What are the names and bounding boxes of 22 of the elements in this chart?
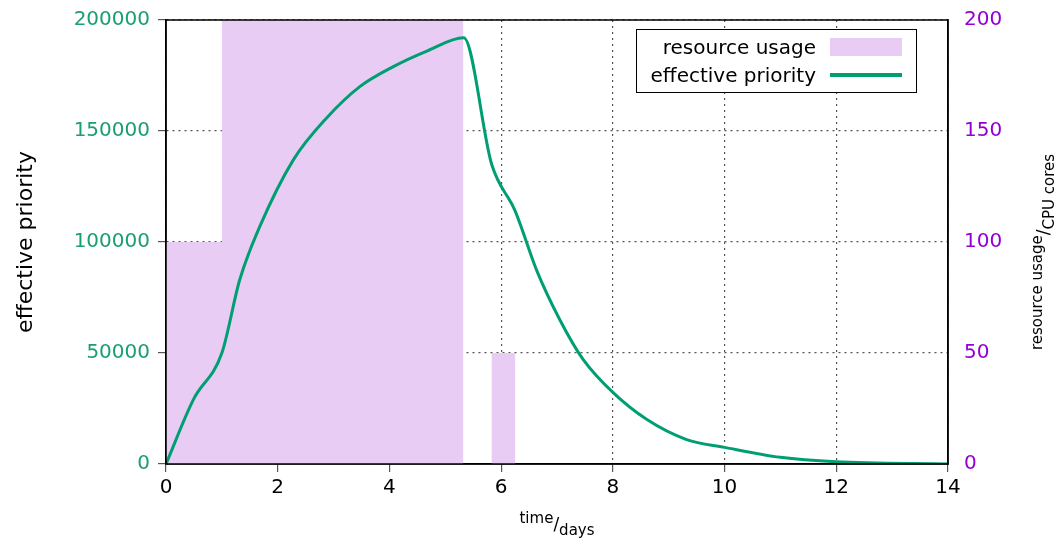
y-tick-label: 200000 [73, 6, 150, 31]
x-tick-label: 10 [711, 474, 738, 499]
x-axis-title: $^{time}$/$_{days}$ [519, 509, 595, 539]
y2-tick-label: 200 [964, 6, 1003, 31]
y2-tick-label: 50 [964, 339, 990, 364]
x-tick-label: 0 [159, 474, 173, 499]
legend-label: effective priority [650, 63, 816, 87]
x-tick-label: 6 [494, 474, 508, 499]
y-tick-label: 0 [137, 450, 150, 475]
y-tick-label: 50000 [86, 339, 150, 364]
x-tick-label: 12 [823, 474, 850, 499]
x-tick-label: 2 [271, 474, 285, 499]
legend-label: resource usage [662, 35, 816, 59]
x-tick-label: 8 [606, 474, 620, 499]
y-axis-title: effective priority [11, 151, 37, 333]
x-tick-label: 14 [935, 474, 961, 499]
y2-tick-label: 100 [964, 228, 1003, 253]
y2-tick-label: 150 [964, 117, 1003, 142]
y-tick-label: 150000 [73, 117, 150, 142]
y2-tick-label: 0 [964, 450, 977, 475]
y-tick-label: 100000 [73, 228, 150, 253]
x-tick-label: 4 [383, 474, 396, 499]
